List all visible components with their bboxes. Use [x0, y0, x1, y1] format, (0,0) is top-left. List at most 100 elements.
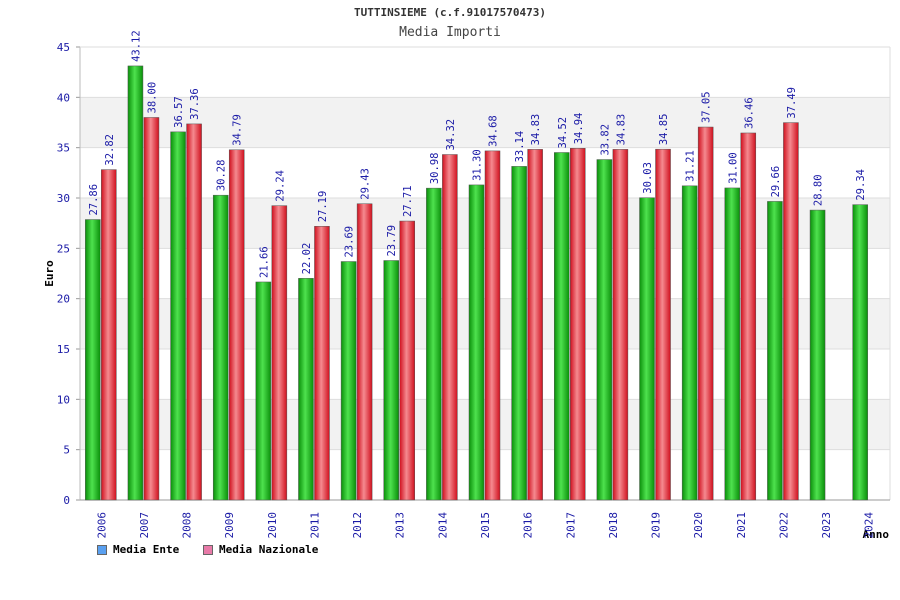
bar-media-nazionale [570, 148, 586, 501]
bar-media-ente [724, 187, 741, 501]
data-label: 29.24 [274, 170, 286, 202]
data-label: 31.21 [685, 150, 697, 182]
data-label: 34.83 [615, 114, 627, 146]
bar-media-nazionale [101, 169, 117, 501]
y-tick-label: 30 [57, 192, 70, 205]
grid-band [80, 47, 890, 98]
data-label: 37.36 [189, 88, 201, 120]
data-label: 30.98 [429, 153, 441, 185]
x-tick-label: 2019 [650, 512, 663, 539]
bar-media-ente [852, 204, 868, 501]
legend-swatch-media-nazionale [203, 544, 213, 555]
data-label: 30.28 [216, 160, 228, 192]
bar-media-nazionale [143, 117, 160, 501]
x-tick-label: 2012 [351, 512, 364, 539]
bar-media-nazionale [527, 149, 543, 501]
x-tick-label: 2014 [436, 512, 449, 539]
data-label: 33.14 [514, 131, 526, 163]
bar-media-ente [170, 131, 186, 501]
data-label: 36.46 [743, 97, 755, 129]
data-label: 34.52 [557, 117, 569, 149]
data-label: 27.86 [88, 184, 100, 216]
bar-media-ente [127, 65, 144, 501]
data-label: 34.32 [445, 119, 457, 151]
bar-media-nazionale [442, 154, 458, 501]
x-tick-label: 2021 [735, 512, 748, 539]
bar-media-nazionale [740, 132, 757, 501]
x-tick-label: 2015 [479, 512, 492, 539]
bar-media-ente [767, 201, 783, 501]
bar-media-ente [809, 209, 826, 501]
data-label: 43.12 [130, 30, 142, 62]
data-label: 29.43 [360, 168, 372, 200]
x-axis-label: Anno [863, 528, 890, 541]
x-tick-label: 2008 [181, 512, 194, 539]
y-tick-label: 45 [57, 41, 70, 54]
y-tick-label: 20 [57, 293, 70, 306]
x-tick-label: 2023 [820, 512, 833, 539]
x-tick-label: 2009 [223, 512, 236, 539]
data-label: 34.85 [658, 114, 670, 146]
bar-media-ente [681, 185, 698, 501]
bar-media-nazionale [655, 148, 671, 501]
bar-media-ente [511, 166, 527, 501]
x-tick-label: 2018 [607, 512, 620, 539]
y-tick-label: 25 [57, 242, 70, 255]
data-label: 29.66 [770, 166, 782, 198]
bar-media-ente [212, 194, 229, 501]
data-label: 23.69 [344, 226, 356, 258]
bar-media-nazionale [783, 122, 799, 501]
bar-media-ente [255, 281, 272, 501]
x-tick-label: 2024 [863, 512, 876, 539]
data-label: 28.80 [813, 174, 825, 206]
legend-item-media-nazionale: Media Nazionale [203, 543, 318, 556]
legend-label-media-ente: Media Ente [113, 543, 180, 556]
data-label: 37.05 [701, 91, 713, 123]
data-label: 36.57 [173, 96, 185, 128]
bar-media-nazionale [228, 149, 245, 501]
legend-swatch-media-ente [97, 544, 107, 555]
bar-media-nazionale [612, 149, 629, 501]
y-tick-label: 0 [63, 494, 70, 507]
bar-media-nazionale [356, 203, 373, 501]
bar-media-nazionale [186, 123, 202, 501]
y-tick-label: 15 [57, 343, 70, 356]
bar-media-ente [383, 260, 399, 501]
y-tick-label: 5 [63, 444, 70, 457]
bar-media-ente [596, 159, 613, 501]
bar-media-ente [468, 184, 485, 501]
data-label: 27.71 [402, 185, 414, 217]
bar-media-ente [85, 219, 101, 501]
y-tick-label: 40 [57, 91, 70, 104]
chart-subtitle: Media Importi [399, 25, 501, 40]
x-tick-label: 2022 [777, 512, 790, 539]
data-label: 34.79 [232, 114, 244, 146]
legend-label-media-nazionale: Media Nazionale [219, 543, 319, 556]
bar-media-nazionale [314, 226, 330, 501]
y-tick-label: 10 [57, 393, 70, 406]
bar-media-ente [298, 278, 314, 501]
chart-title: TUTTINSIEME (c.f.91017570473) [353, 6, 547, 19]
data-label: 29.34 [855, 169, 867, 201]
x-tick-label: 2010 [266, 512, 279, 539]
bar-media-ente [554, 152, 570, 501]
data-label: 27.19 [317, 191, 329, 223]
data-label: 33.82 [599, 124, 611, 156]
data-label: 34.83 [530, 114, 542, 146]
bar-media-nazionale [399, 220, 415, 501]
data-label: 21.66 [258, 246, 270, 278]
x-tick-label: 2013 [394, 512, 407, 539]
data-label: 22.02 [301, 243, 313, 275]
data-label: 31.00 [727, 152, 739, 184]
data-label: 34.94 [573, 113, 585, 145]
data-label: 34.68 [488, 115, 500, 147]
bar-media-nazionale [697, 126, 714, 501]
data-label: 31.30 [472, 149, 484, 181]
data-label: 23.79 [386, 225, 398, 257]
x-tick-label: 2017 [564, 512, 577, 539]
bar-media-ente [639, 197, 655, 501]
x-tick-label: 2006 [95, 512, 108, 539]
x-tick-label: 2007 [138, 512, 151, 539]
y-tick-label: 35 [57, 142, 70, 155]
